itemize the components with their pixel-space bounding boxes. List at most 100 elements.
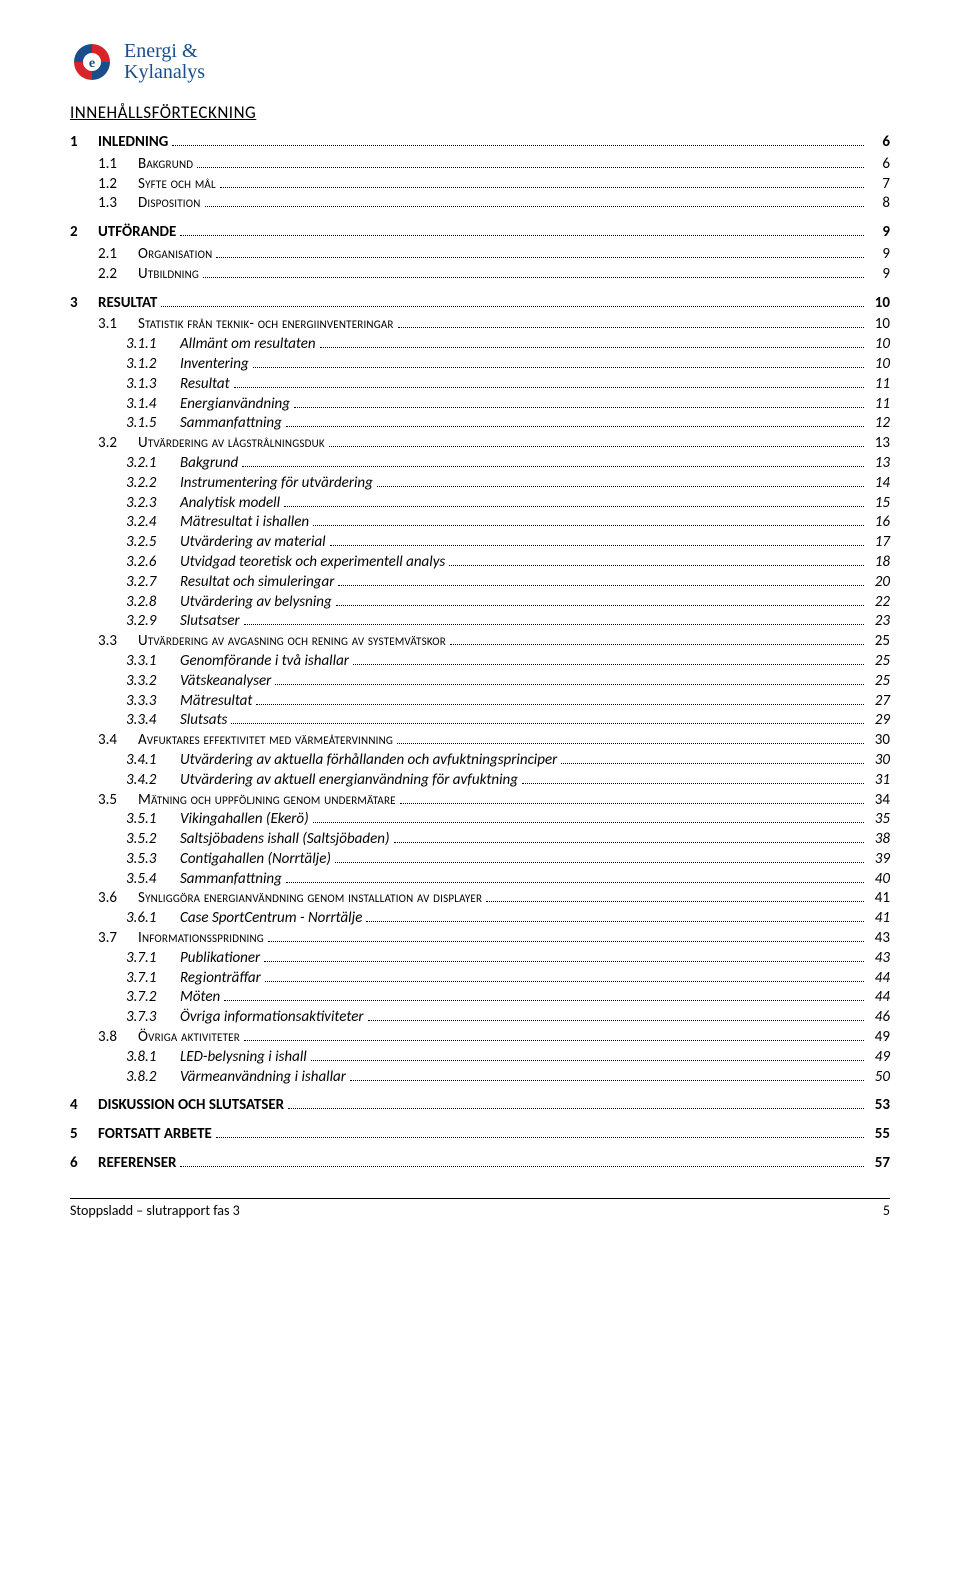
toc-entry-page: 6 xyxy=(868,133,890,153)
toc-entry-page: 14 xyxy=(868,474,890,494)
toc-entry-number: 3.2.4 xyxy=(126,513,174,533)
toc-leader-dots xyxy=(522,783,864,784)
toc-entry: 3.5.3Contigahallen (Norrtälje)39 xyxy=(70,850,890,870)
toc-entry-number: 3.1.1 xyxy=(126,335,174,355)
toc-entry-page: 27 xyxy=(868,692,890,712)
svg-text:e: e xyxy=(89,56,95,71)
toc-entry-label: Contigahallen (Norrtälje) xyxy=(174,850,331,870)
toc-entry-label: Publikationer xyxy=(174,949,260,969)
toc-entry-label: UTFÖRANDE xyxy=(92,223,176,243)
toc-entry-number: 3.1.3 xyxy=(126,375,174,395)
toc-entry-number: 3.8 xyxy=(98,1028,132,1048)
toc-entry-number: 1.2 xyxy=(98,175,132,195)
toc-entry: 3.7Informationsspridning43 xyxy=(70,929,890,949)
toc-entry: 3.3.1Genomförande i två ishallar25 xyxy=(70,652,890,672)
toc-entry-number: 3.3.3 xyxy=(126,692,174,712)
toc-entry-number: 3.2.6 xyxy=(126,553,174,573)
toc-entry-label: Mätning och uppföljning genom undermätar… xyxy=(132,791,396,811)
toc-entry: 1.3Disposition8 xyxy=(70,194,890,214)
toc-leader-dots xyxy=(256,704,864,705)
toc-entry: 3.5.2Saltsjöbadens ishall (Saltsjöbaden)… xyxy=(70,830,890,850)
toc-entry-page: 9 xyxy=(868,265,890,285)
toc-entry-number: 3.1.2 xyxy=(126,355,174,375)
toc-leader-dots xyxy=(450,644,864,645)
toc-entry-page: 11 xyxy=(868,395,890,415)
toc-entry-label: Analytisk modell xyxy=(174,494,280,514)
toc-entry-number: 3.2.2 xyxy=(126,474,174,494)
toc-entry-label: Energianvändning xyxy=(174,395,290,415)
toc-entry-label: Utvärdering av lågstrålningsduk xyxy=(132,434,325,454)
toc-leader-dots xyxy=(265,981,864,982)
toc-entry: 3.2.7Resultat och simuleringar20 xyxy=(70,573,890,593)
toc-entry: 3.1.3Resultat11 xyxy=(70,375,890,395)
toc-leader-dots xyxy=(220,187,864,188)
toc-leader-dots xyxy=(350,1080,864,1081)
toc-entry-number: 3.5 xyxy=(98,791,132,811)
toc-entry: 3.7.2Möten44 xyxy=(70,988,890,1008)
toc-entry-number: 5 xyxy=(70,1125,92,1145)
toc-entry-number: 2 xyxy=(70,223,92,243)
toc-entry-page: 23 xyxy=(868,612,890,632)
toc-entry: 3.2.9Slutsatser23 xyxy=(70,612,890,632)
toc-entry: 3.3.3Mätresultat27 xyxy=(70,692,890,712)
toc-entry: 3.7.3Övriga informationsaktiviteter46 xyxy=(70,1008,890,1028)
toc-entry: 3RESULTAT10 xyxy=(70,294,890,314)
toc-leader-dots xyxy=(286,426,864,427)
toc-entry: 3.1Statistik från teknik- och energiinve… xyxy=(70,315,890,335)
toc-entry-label: Utvärdering av belysning xyxy=(174,593,332,613)
toc-entry: 3.1.4Energianvändning 11 xyxy=(70,395,890,415)
toc-leader-dots xyxy=(284,506,864,507)
toc-leader-dots xyxy=(197,167,864,168)
toc-leader-dots xyxy=(330,545,864,546)
toc-entry-number: 3.4.1 xyxy=(126,751,174,771)
toc-entry-page: 13 xyxy=(868,454,890,474)
toc-entry-number: 6 xyxy=(70,1154,92,1174)
toc-entry-page: 10 xyxy=(868,335,890,355)
toc-entry-label: INLEDNING xyxy=(92,133,168,153)
toc-entry-page: 15 xyxy=(868,494,890,514)
toc-entry: 3.3.2Vätskeanalyser25 xyxy=(70,672,890,692)
toc-entry-number: 3.6 xyxy=(98,889,132,909)
toc-entry-label: Sammanfattning xyxy=(174,414,282,434)
toc-leader-dots xyxy=(216,257,864,258)
toc-entry: 1INLEDNING6 xyxy=(70,133,890,153)
toc-entry-page: 25 xyxy=(868,652,890,672)
footer-left: Stoppsladd – slutrapport fas 3 xyxy=(70,1202,240,1219)
toc-entry: 3.4.1Utvärdering av aktuella förhållande… xyxy=(70,751,890,771)
toc-entry-page: 39 xyxy=(868,850,890,870)
toc-leader-dots xyxy=(368,1020,864,1021)
toc-entry-number: 3.7.1 xyxy=(126,949,174,969)
toc-leader-dots xyxy=(366,921,864,922)
toc-leader-dots xyxy=(294,407,864,408)
toc-entry-label: Vikingahallen (Ekerö) xyxy=(174,810,309,830)
toc-entry: 3.2.3Analytisk modell15 xyxy=(70,494,890,514)
toc-entry-number: 3.8.2 xyxy=(126,1068,174,1088)
toc-leader-dots xyxy=(244,1040,864,1041)
toc-entry: 5FORTSATT ARBETE55 xyxy=(70,1125,890,1145)
toc-entry-page: 30 xyxy=(868,751,890,771)
toc-entry: 3.8Övriga aktiviteter49 xyxy=(70,1028,890,1048)
toc-entry-number: 3.4 xyxy=(98,731,132,751)
toc-entry: 6REFERENSER57 xyxy=(70,1154,890,1174)
toc-entry-number: 3.1.4 xyxy=(126,395,174,415)
toc-entry-page: 9 xyxy=(868,223,890,243)
toc-entry-number: 1.1 xyxy=(98,155,132,175)
toc-entry: 3.1.2Inventering10 xyxy=(70,355,890,375)
toc-entry-label: Bakgrund xyxy=(174,454,238,474)
toc-entry-number: 3.2.8 xyxy=(126,593,174,613)
toc-leader-dots xyxy=(313,525,864,526)
toc-entry: 3.6.1Case SportCentrum - Norrtälje41 xyxy=(70,909,890,929)
toc-leader-dots xyxy=(311,1060,864,1061)
toc-entry: 3.2.6Utvidgad teoretisk och experimentel… xyxy=(70,553,890,573)
toc-entry: 3.2.2Instrumentering för utvärdering14 xyxy=(70,474,890,494)
toc-leader-dots xyxy=(180,1166,864,1167)
toc-leader-dots xyxy=(397,743,864,744)
toc-entry: 3.2.5Utvärdering av material17 xyxy=(70,533,890,553)
toc-entry-label: REFERENSER xyxy=(92,1154,176,1174)
toc-entry-label: Utvärdering av aktuella förhållanden och… xyxy=(174,751,557,771)
toc-leader-dots xyxy=(398,327,864,328)
toc-entry: 3.5.1Vikingahallen (Ekerö)35 xyxy=(70,810,890,830)
toc-entry-page: 43 xyxy=(868,949,890,969)
toc-entry-page: 38 xyxy=(868,830,890,850)
toc-leader-dots xyxy=(224,1000,864,1001)
